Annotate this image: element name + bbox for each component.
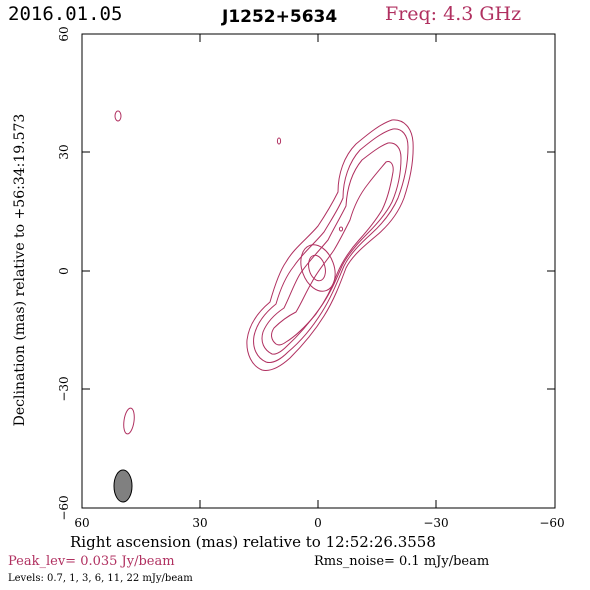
contour-level-2 <box>253 128 409 363</box>
observation-date: 2016.01.05 <box>8 3 123 25</box>
frequency-label: Freq: 4.3 GHz <box>385 3 522 25</box>
x-tick-label: 60 <box>74 516 89 530</box>
peak-level: Peak_lev= 0.035 Jy/beam <box>8 554 175 569</box>
contour-set <box>114 110 414 435</box>
y-axis-label: Declination (mas) relative to +56:34:19.… <box>12 113 28 427</box>
x-tick-label: 30 <box>192 516 207 530</box>
source-name: J1252+5634 <box>222 7 338 27</box>
contour-level-3 <box>261 142 402 355</box>
contour-level-4 <box>271 161 394 346</box>
contour-level-6 <box>308 254 326 282</box>
x-tick-label: −60 <box>539 516 564 530</box>
contour-blob <box>114 110 122 122</box>
x-tick-label: 0 <box>314 516 322 530</box>
x-tick-label: −30 <box>423 516 448 530</box>
tick-marks <box>81 34 556 508</box>
beam-ellipse <box>113 469 133 503</box>
contour-level-5 <box>300 244 336 292</box>
rms-noise: Rms_noise= 0.1 mJy/beam <box>314 554 490 569</box>
y-tick-label: −30 <box>57 376 71 401</box>
y-tick-label: −60 <box>57 495 71 520</box>
contour-blob <box>123 407 135 435</box>
contour-level-1 <box>246 119 414 371</box>
contour-levels: Levels: 0.7, 1, 3, 6, 11, 22 mJy/beam <box>8 573 193 584</box>
y-tick-label: 0 <box>57 267 71 275</box>
y-tick-label: 60 <box>57 26 71 41</box>
x-axis-label: Right ascension (mas) relative to 12:52:… <box>70 533 436 551</box>
contour-blob <box>276 137 282 145</box>
contour-blob <box>338 226 344 232</box>
y-tick-label: 30 <box>57 144 71 159</box>
